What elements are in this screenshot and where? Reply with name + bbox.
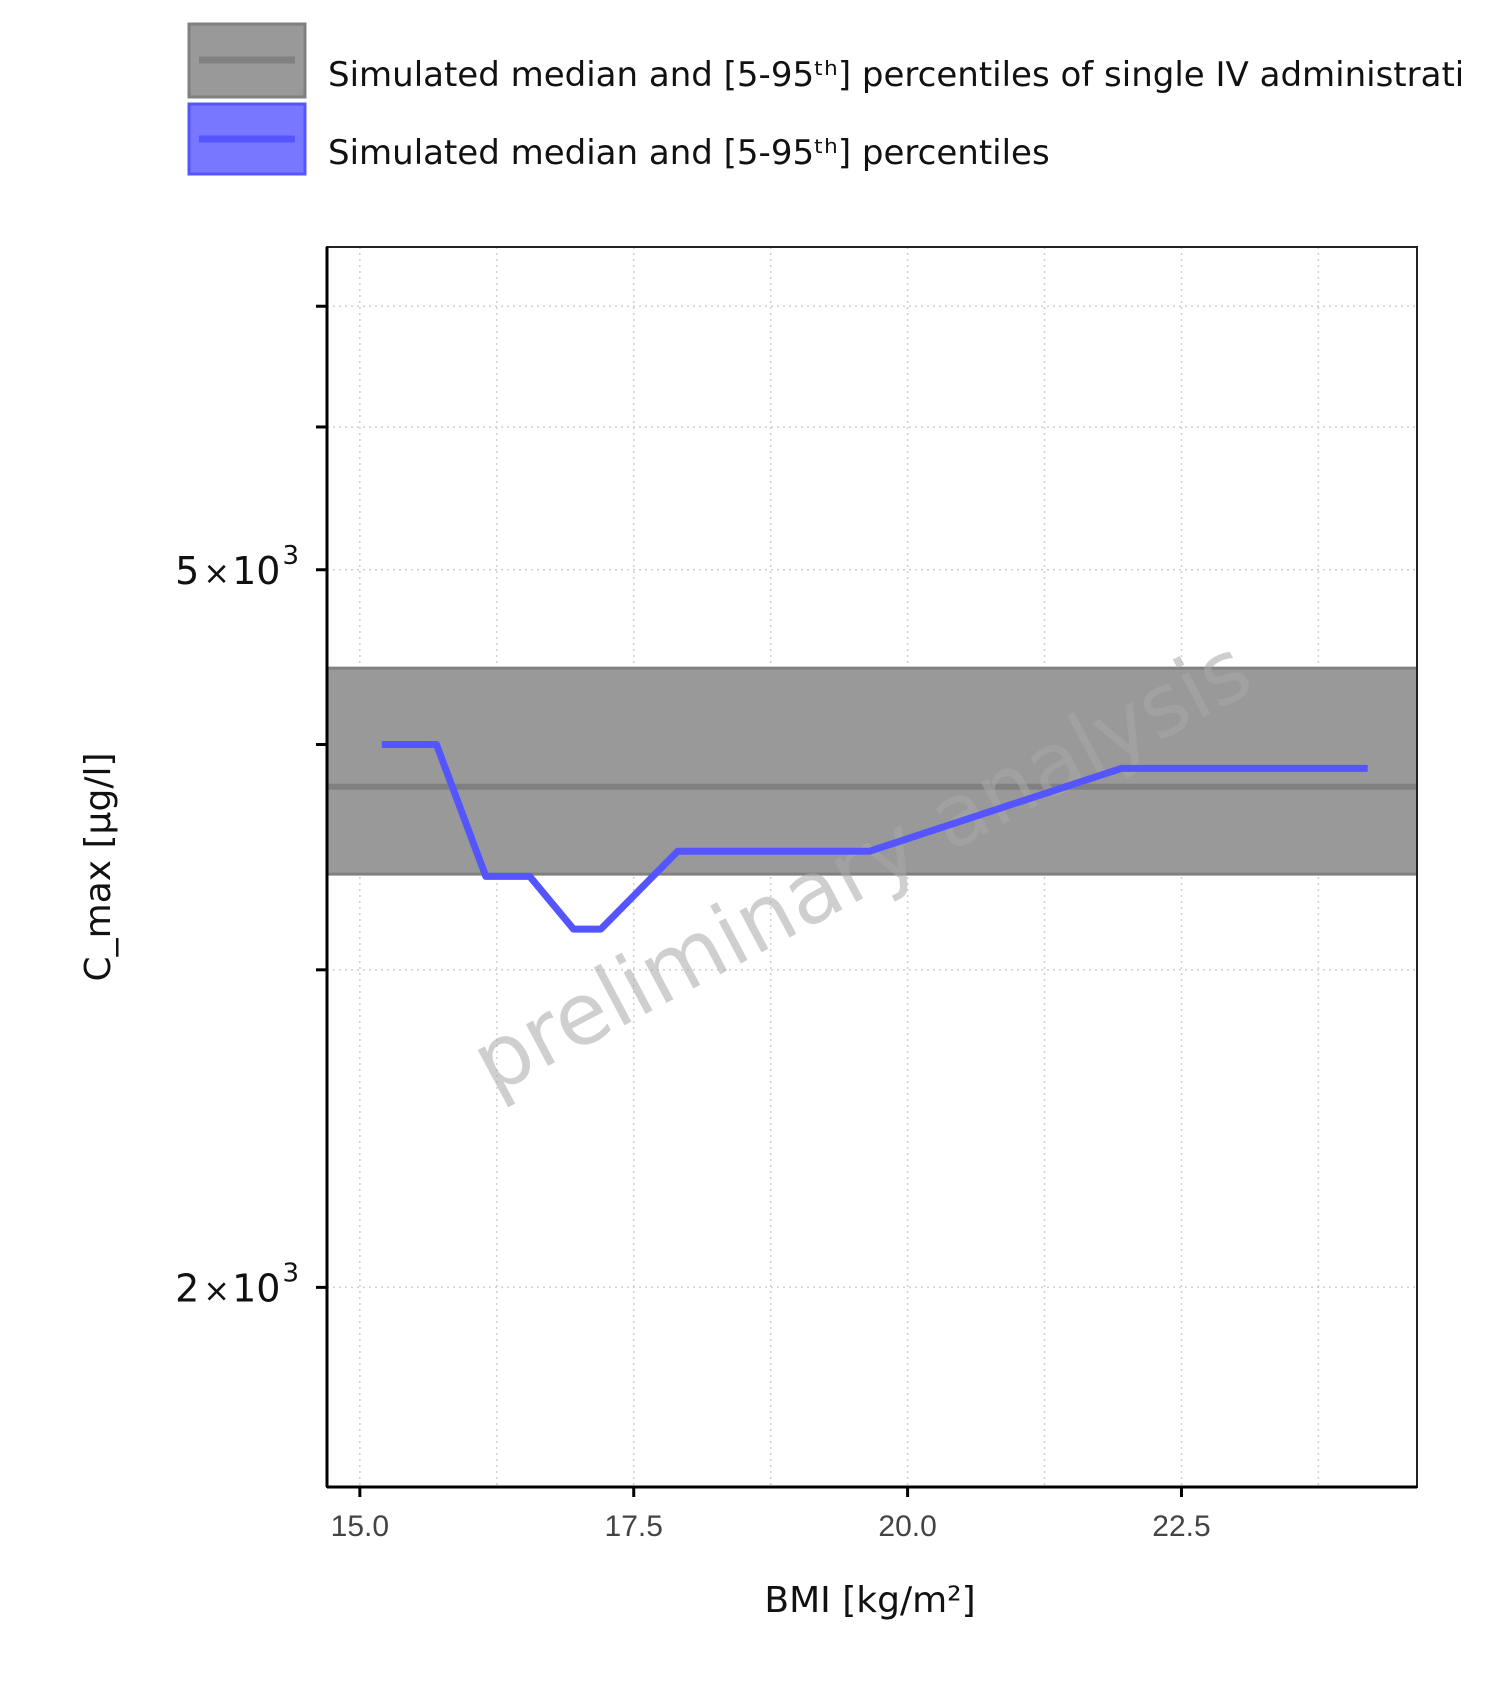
y-tick-label: 5 ×103 [175,541,299,593]
legend-entry-series: Simulated median and [5-95ᵗʰ] percentile… [187,102,1050,176]
x-axis-title: BMI [kg/m²] [764,1580,975,1621]
legend: Simulated median and [5-95ᵗʰ] percentile… [187,22,1464,176]
y-axis-title: C_max [µg/l] [78,753,119,982]
legend-label-series: Simulated median and [5-95ᵗʰ] percentile… [328,133,1050,173]
y-axis-ticks: 2 ×103 5 ×103 [175,304,327,1310]
series-line-0 [381,741,1368,933]
plot-area: preliminary analysis 15.0 17.5 20.0 22.5 2 ×… [175,246,1418,1543]
x-tick-label: 17.5 [605,1510,663,1543]
x-axis-ticks: 15.0 17.5 20.0 22.5 [331,1487,1211,1543]
x-tick-label: 22.5 [1152,1510,1210,1543]
legend-entry-reference: Simulated median and [5-95ᵗʰ] percentile… [187,22,1464,99]
y-tick-label: 2 ×103 [175,1258,299,1310]
series-layer [381,741,1368,933]
x-tick-label: 20.0 [878,1510,936,1543]
legend-label-reference: Simulated median and [5-95ᵗʰ] percentile… [328,55,1464,95]
x-tick-label: 15.0 [331,1510,389,1543]
